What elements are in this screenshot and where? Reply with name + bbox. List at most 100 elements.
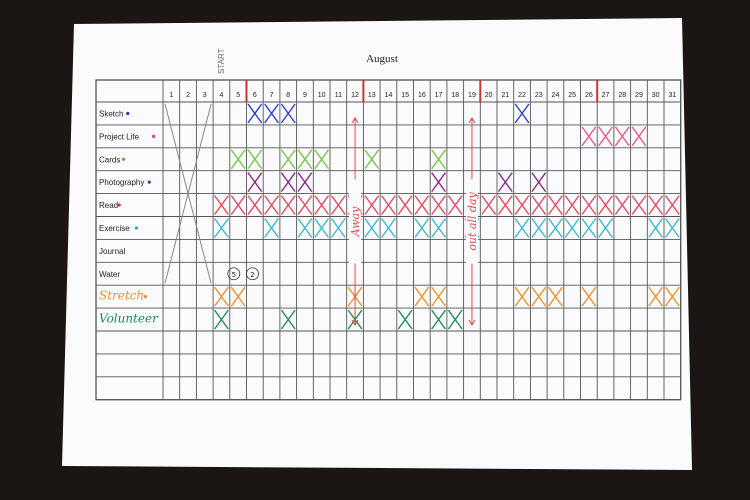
x-mark bbox=[514, 195, 530, 215]
row-label: Read bbox=[99, 201, 118, 210]
color-dot bbox=[143, 295, 147, 299]
day-header: 23 bbox=[535, 92, 543, 99]
x-mark bbox=[531, 218, 547, 238]
day-header: 24 bbox=[552, 92, 560, 99]
x-mark bbox=[364, 218, 380, 238]
x-mark bbox=[381, 195, 396, 215]
x-mark bbox=[280, 195, 296, 215]
x-mark bbox=[264, 218, 279, 238]
day-header: 4 bbox=[219, 92, 223, 99]
x-mark bbox=[581, 218, 597, 238]
x-mark bbox=[447, 309, 463, 330]
day-header: 10 bbox=[318, 92, 326, 99]
day-header: 20 bbox=[485, 92, 493, 99]
x-mark bbox=[598, 218, 613, 238]
day-header: 6 bbox=[253, 92, 257, 99]
page-title: August bbox=[366, 53, 398, 65]
day-header: 21 bbox=[501, 92, 509, 99]
x-mark bbox=[598, 195, 613, 215]
x-mark bbox=[531, 172, 547, 193]
color-dot bbox=[147, 180, 151, 184]
x-mark bbox=[564, 195, 580, 215]
handwritten-notes: 5 2 Away out all day bbox=[227, 117, 479, 326]
x-mark bbox=[280, 103, 296, 124]
color-dot bbox=[134, 226, 138, 230]
x-mark bbox=[614, 126, 630, 147]
x-mark bbox=[431, 309, 446, 330]
x-mark bbox=[648, 195, 664, 215]
x-mark bbox=[514, 286, 530, 307]
x-mark bbox=[648, 218, 664, 238]
x-mark bbox=[397, 309, 413, 330]
row-label: Journal bbox=[99, 247, 125, 256]
x-mark bbox=[330, 218, 346, 238]
x-mark bbox=[531, 286, 547, 307]
svg-text:Away: Away bbox=[349, 206, 362, 237]
x-mark bbox=[280, 309, 296, 330]
day-header: 16 bbox=[418, 92, 426, 99]
row-label: Project Life bbox=[99, 132, 140, 141]
x-mark bbox=[297, 172, 313, 193]
x-mark bbox=[264, 103, 279, 124]
x-mark bbox=[230, 286, 246, 307]
x-mark bbox=[214, 195, 229, 215]
day-header: 31 bbox=[668, 92, 676, 99]
x-mark bbox=[581, 126, 597, 147]
row-label: Stretch bbox=[99, 289, 144, 303]
x-mark bbox=[314, 149, 330, 170]
svg-text:2: 2 bbox=[250, 271, 254, 279]
day-header: 11 bbox=[335, 92, 342, 99]
x-mark bbox=[214, 309, 229, 330]
x-mark bbox=[531, 195, 547, 215]
day-header: 22 bbox=[518, 92, 526, 99]
x-mark bbox=[431, 149, 446, 170]
x-mark bbox=[431, 172, 446, 193]
x-mark bbox=[548, 286, 563, 307]
water-count: 2 bbox=[246, 267, 259, 281]
day-header: 14 bbox=[385, 92, 393, 99]
day-header: 15 bbox=[401, 92, 409, 99]
row-label: Sketch bbox=[99, 109, 123, 118]
x-mark bbox=[631, 126, 647, 147]
x-mark bbox=[297, 149, 313, 170]
day-header: 18 bbox=[451, 92, 459, 99]
color-dot bbox=[126, 111, 130, 116]
x-mark bbox=[314, 218, 330, 238]
day-header: 25 bbox=[568, 92, 576, 99]
pre-start-cross bbox=[164, 103, 212, 284]
row-label: Exercise bbox=[99, 224, 130, 233]
x-mark bbox=[664, 218, 680, 238]
away-note: Away bbox=[349, 117, 362, 326]
x-mark bbox=[548, 218, 563, 238]
x-mark bbox=[648, 286, 664, 307]
row-label: Water bbox=[99, 270, 120, 279]
day-header: 12 bbox=[351, 92, 359, 99]
x-mark bbox=[214, 218, 229, 238]
day-header: 2 bbox=[186, 92, 190, 99]
x-mark bbox=[264, 195, 279, 215]
day-header: 1 bbox=[169, 92, 173, 99]
x-mark bbox=[497, 195, 513, 215]
out-all-day-note: out all day bbox=[465, 117, 479, 326]
x-mark bbox=[581, 195, 597, 215]
x-mark bbox=[247, 149, 263, 170]
x-mark bbox=[280, 172, 296, 193]
x-mark bbox=[330, 195, 346, 215]
color-dot bbox=[152, 134, 156, 138]
x-mark bbox=[564, 218, 580, 238]
x-mark bbox=[297, 195, 313, 215]
day-header: 17 bbox=[435, 92, 443, 99]
x-mark bbox=[314, 195, 330, 215]
day-header: 7 bbox=[270, 92, 274, 99]
day-header: 28 bbox=[618, 92, 626, 99]
x-mark bbox=[297, 218, 313, 238]
x-mark bbox=[414, 286, 430, 307]
day-header: 19 bbox=[468, 92, 476, 99]
x-mark bbox=[514, 218, 530, 238]
color-dot bbox=[117, 203, 121, 207]
x-mark bbox=[497, 172, 513, 193]
row-label: Photography bbox=[99, 178, 144, 187]
day-header: 26 bbox=[585, 92, 593, 99]
x-mark bbox=[481, 195, 497, 215]
